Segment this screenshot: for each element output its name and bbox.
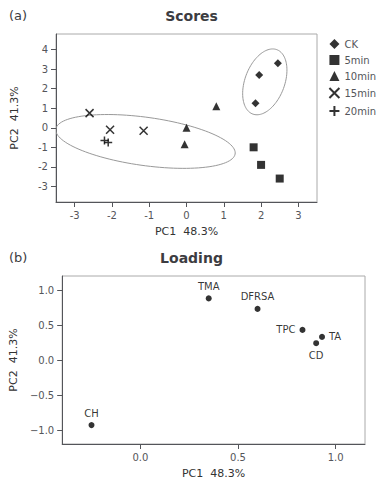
svg-text:DFRSA: DFRSA [241,291,275,302]
svg-text:CD: CD [309,350,324,361]
svg-text:CH: CH [84,408,99,419]
svg-text:TA: TA [328,331,341,342]
svg-text:PC1 48.3%: PC1 48.3% [182,467,245,480]
svg-text:0.5: 0.5 [230,452,246,463]
svg-text:5min: 5min [344,55,369,66]
svg-text:0.0: 0.0 [38,355,54,366]
svg-text:1.0: 1.0 [328,452,344,463]
svg-text:(a): (a) [9,8,27,23]
svg-text:-1: -1 [144,210,154,221]
svg-text:3: 3 [295,210,301,221]
svg-text:0.0: 0.0 [132,452,148,463]
svg-text:−1.0: −1.0 [30,425,54,436]
svg-text:TPC: TPC [275,324,295,335]
svg-text:20min: 20min [344,106,376,117]
svg-text:Loading: Loading [160,250,223,266]
svg-text:-3: -3 [38,181,48,192]
svg-text:-1: -1 [38,142,48,153]
svg-text:0: 0 [183,210,189,221]
svg-text:10min: 10min [344,71,376,82]
svg-text:CK: CK [344,39,358,50]
svg-text:1.0: 1.0 [38,285,54,296]
svg-text:PC2 41.3%: PC2 41.3% [8,86,21,149]
svg-text:-2: -2 [38,161,48,172]
svg-text:3: 3 [42,64,48,75]
svg-text:PC2 41.3%: PC2 41.3% [7,328,20,391]
svg-text:-3: -3 [70,210,80,221]
svg-text:−0.5: −0.5 [30,390,54,401]
svg-text:Scores: Scores [165,8,218,24]
svg-text:2: 2 [42,83,48,94]
svg-text:PC1 48.3%: PC1 48.3% [155,225,218,238]
svg-text:1: 1 [221,210,227,221]
svg-text:0.5: 0.5 [38,320,54,331]
svg-text:4: 4 [42,44,48,55]
svg-text:TMA: TMA [197,281,220,292]
svg-text:1: 1 [42,103,48,114]
svg-text:15min: 15min [344,88,376,99]
svg-text:(b): (b) [9,250,27,265]
svg-text:-2: -2 [107,210,117,221]
svg-text:0: 0 [42,122,48,133]
svg-text:2: 2 [258,210,264,221]
